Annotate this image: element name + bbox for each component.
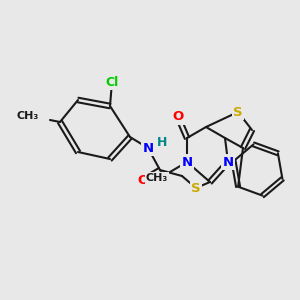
Text: S: S	[233, 106, 243, 118]
Text: N: N	[142, 142, 154, 154]
Text: O: O	[172, 110, 184, 124]
Text: O: O	[137, 173, 148, 187]
Text: Cl: Cl	[105, 76, 119, 88]
Text: CH₃: CH₃	[17, 111, 39, 121]
Text: H: H	[157, 136, 167, 148]
Text: S: S	[191, 182, 201, 194]
Text: N: N	[182, 155, 193, 169]
Text: CH₃: CH₃	[146, 173, 168, 183]
Text: N: N	[222, 155, 234, 169]
